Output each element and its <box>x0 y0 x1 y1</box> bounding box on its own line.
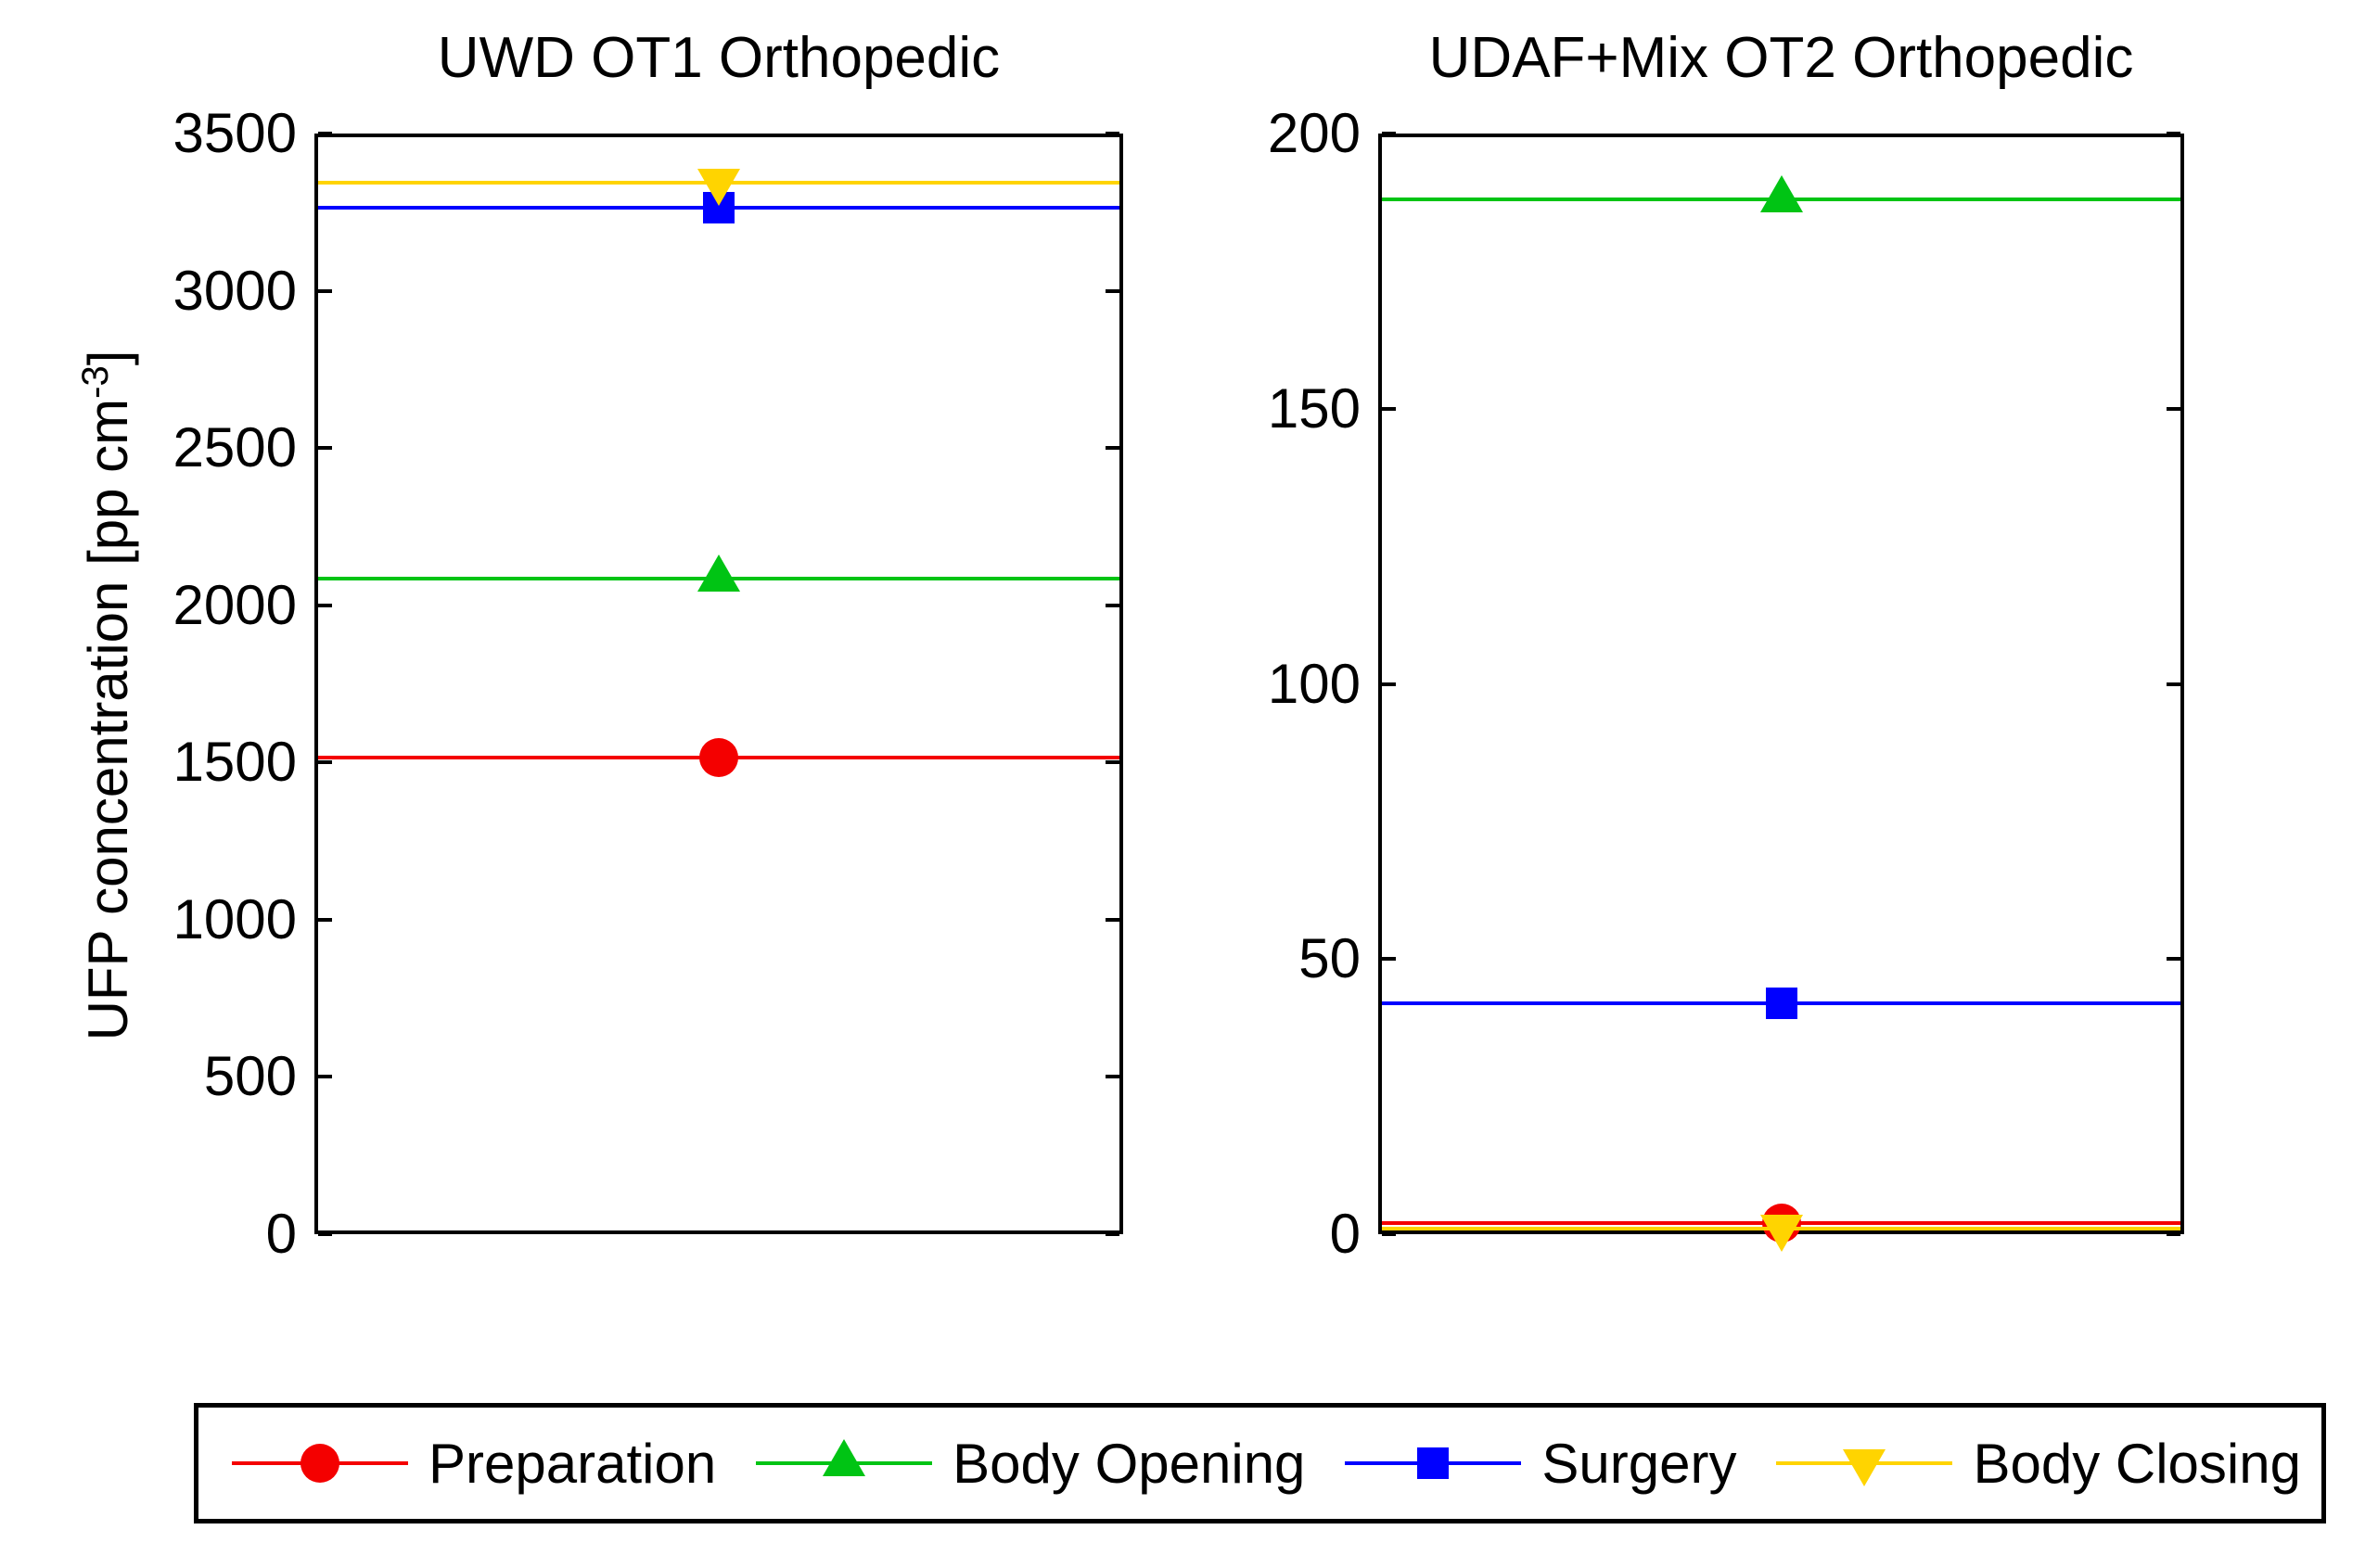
series-marker-triangle-up <box>1759 175 1803 213</box>
legend-sample <box>1776 1433 1953 1494</box>
legend-label: Body Opening <box>952 1432 1306 1495</box>
y-tick-mirror <box>2167 406 2180 411</box>
legend-entry: Body Opening <box>756 1432 1305 1496</box>
y-tick <box>318 288 332 293</box>
y-tick-label: 0 <box>1329 1203 1361 1265</box>
series-marker-triangle-down <box>1759 1215 1803 1253</box>
legend-marker-triangle-up-icon <box>823 1439 866 1476</box>
legend-sample <box>1345 1433 1522 1494</box>
legend-entry: Surgery <box>1345 1432 1736 1496</box>
y-tick-mirror <box>2167 132 2180 135</box>
y-tick-mirror <box>1106 760 1119 765</box>
y-axis-label-bracket: ] <box>77 350 139 366</box>
plot2-title: UDAF+Mix OT2 Orthopedic <box>1428 26 2134 90</box>
y-tick-label: 3500 <box>173 102 297 164</box>
y-axis-label-exponent: -3 <box>75 365 116 399</box>
y-tick-label: 2000 <box>173 573 297 636</box>
legend-marker-square-icon <box>1417 1447 1450 1479</box>
y-tick <box>1382 406 1396 411</box>
y-tick-label: 50 <box>1298 927 1361 990</box>
y-tick-label: 2500 <box>173 416 297 479</box>
y-tick <box>318 132 332 135</box>
y-tick <box>1382 957 1396 962</box>
y-tick-label: 150 <box>1267 376 1361 440</box>
y-tick <box>1382 1232 1396 1236</box>
y-tick-mirror <box>1106 1232 1119 1236</box>
plot-box-2 <box>1378 134 2184 1234</box>
y-tick-label: 200 <box>1267 102 1361 164</box>
y-tick-mirror <box>2167 957 2180 962</box>
y-tick-mirror <box>1106 288 1119 293</box>
legend-label: Body Closing <box>1973 1432 2301 1495</box>
legend-sample <box>232 1433 408 1494</box>
legend-marker-circle-icon <box>300 1444 339 1483</box>
y-tick <box>318 1232 332 1236</box>
y-tick-label: 100 <box>1267 652 1361 715</box>
y-tick-label: 3000 <box>173 259 297 322</box>
series-marker-square <box>1765 987 1797 1019</box>
y-tick <box>318 917 332 922</box>
y-tick-mirror <box>1106 603 1119 607</box>
y-tick <box>318 1075 332 1079</box>
y-tick <box>1382 682 1396 686</box>
legend-sample <box>756 1433 933 1494</box>
y-tick <box>318 446 332 451</box>
y-tick-mirror <box>1106 1075 1119 1079</box>
y-tick-mirror <box>1106 917 1119 922</box>
y-tick-mirror <box>1106 446 1119 451</box>
y-tick-mirror <box>1106 132 1119 135</box>
y-tick-label: 1500 <box>173 731 297 794</box>
y-tick-mirror <box>2167 1232 2180 1236</box>
legend: Preparation Body Opening Surgery Body Closi… <box>194 1403 2326 1523</box>
y-tick <box>318 760 332 765</box>
series-marker-triangle-down <box>697 168 740 206</box>
y-tick-label: 0 <box>265 1203 297 1265</box>
legend-label: Preparation <box>428 1432 717 1495</box>
legend-entry: Body Closing <box>1776 1432 2301 1496</box>
legend-marker-triangle-down-icon <box>1843 1449 1886 1486</box>
plot1-title: UWD OT1 Orthopedic <box>437 26 1001 90</box>
plot-box-1 <box>314 134 1123 1234</box>
series-marker-circle <box>699 738 738 778</box>
series-marker-triangle-up <box>697 554 740 592</box>
y-tick-label: 1000 <box>173 887 297 950</box>
y-tick <box>318 603 332 607</box>
legend-entry: Preparation <box>232 1432 716 1496</box>
y-tick-mirror <box>2167 682 2180 686</box>
legend-label: Surgery <box>1541 1432 1737 1495</box>
y-tick <box>1382 132 1396 135</box>
y-tick-label: 500 <box>203 1045 297 1108</box>
